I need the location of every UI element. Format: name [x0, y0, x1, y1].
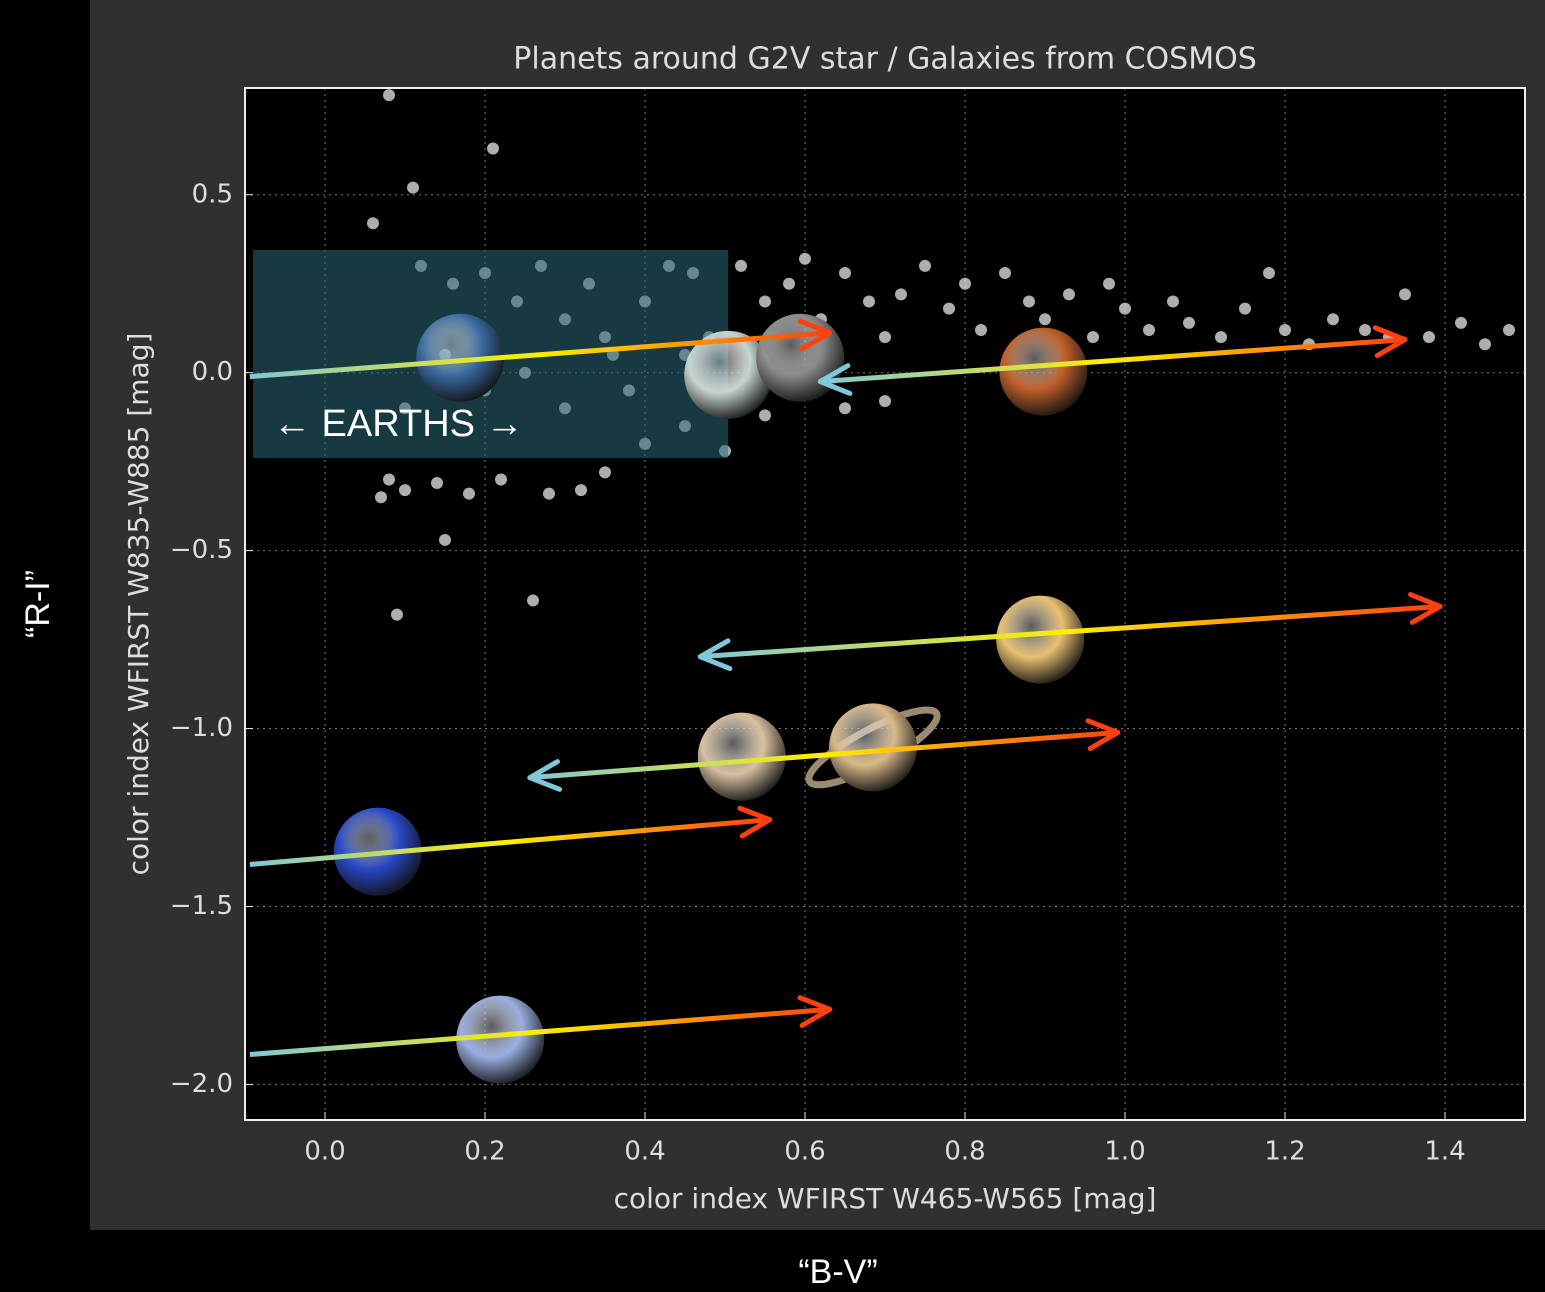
galaxy-point	[839, 402, 851, 414]
galaxy-point	[391, 609, 403, 621]
y-tick-label: 0.5	[192, 179, 233, 209]
galaxy-point	[375, 491, 387, 503]
galaxy-point	[487, 142, 499, 154]
galaxy-point	[599, 466, 611, 478]
galaxy-point	[543, 488, 555, 500]
planet	[996, 596, 1084, 684]
galaxy-point	[1119, 303, 1131, 315]
x-axis-label: color index WFIRST W465-W565 [mag]	[614, 1182, 1157, 1215]
galaxy-point	[383, 473, 395, 485]
x-tick-label: 0.2	[464, 1137, 505, 1167]
galaxy-point	[495, 473, 507, 485]
chart: 0.0 0.2 0.4 0.6 0.8 1.0 1.2 1.4 −2.0 −1.5 −1.0 −0.5…	[0, 0, 1545, 1292]
galaxy-point	[1263, 267, 1275, 279]
galaxy-point	[759, 296, 771, 308]
page: {"chart_data":{"type":"scatter", "title"…	[0, 0, 1545, 1292]
galaxy-point	[439, 534, 451, 546]
outer-y-label: “R-I”	[19, 570, 57, 638]
galaxy-point	[1215, 331, 1227, 343]
y-tick-label: −2.0	[170, 1069, 233, 1099]
plot-area	[245, 88, 1525, 1120]
galaxy-point	[999, 267, 1011, 279]
galaxy-point	[1143, 324, 1155, 336]
x-tick-label: 0.0	[304, 1137, 345, 1167]
galaxy-point	[575, 484, 587, 496]
galaxy-point	[943, 303, 955, 315]
galaxy-point	[959, 278, 971, 290]
galaxy-point	[367, 217, 379, 229]
y-tick-label: −0.5	[170, 535, 233, 565]
x-tick-label: 1.0	[1104, 1137, 1145, 1167]
galaxy-point	[1503, 324, 1515, 336]
galaxy-point	[863, 296, 875, 308]
galaxy-point	[799, 253, 811, 265]
galaxy-point	[1103, 278, 1115, 290]
galaxy-point	[1087, 331, 1099, 343]
galaxy-point	[1327, 313, 1339, 325]
x-tick-label: 0.6	[784, 1137, 825, 1167]
galaxy-point	[783, 278, 795, 290]
chart-title: Planets around G2V star / Galaxies from …	[513, 42, 1256, 77]
x-tick-label: 0.4	[624, 1137, 665, 1167]
galaxy-point	[759, 409, 771, 421]
galaxy-point	[895, 288, 907, 300]
galaxy-point	[1039, 313, 1051, 325]
galaxy-point	[975, 324, 987, 336]
galaxy-point	[399, 484, 411, 496]
galaxy-point	[527, 594, 539, 606]
y-tick-label: −1.5	[170, 891, 233, 921]
x-tick-label: 1.2	[1264, 1137, 1305, 1167]
galaxy-point	[1423, 331, 1435, 343]
galaxy-point	[1239, 303, 1251, 315]
galaxy-point	[879, 331, 891, 343]
y-axis-label: color index WFIRST W835-W885 [mag]	[122, 333, 155, 876]
galaxy-point	[1479, 338, 1491, 350]
x-tick-label: 1.4	[1424, 1137, 1465, 1167]
galaxy-point	[383, 89, 395, 101]
outer-x-label: “B-V”	[798, 1253, 877, 1291]
galaxy-point	[431, 477, 443, 489]
y-tick-label: 0.0	[192, 357, 233, 387]
galaxy-point	[919, 260, 931, 272]
galaxy-point	[1063, 288, 1075, 300]
galaxy-point	[1023, 296, 1035, 308]
galaxy-point	[463, 488, 475, 500]
x-tick-label: 0.8	[944, 1137, 985, 1167]
galaxy-point	[735, 260, 747, 272]
planet	[999, 328, 1087, 416]
galaxy-point	[1455, 317, 1467, 329]
galaxy-point	[879, 395, 891, 407]
annotation: ← EARTHS →	[273, 403, 524, 445]
galaxy-point	[1279, 324, 1291, 336]
galaxy-point	[407, 182, 419, 194]
galaxy-point	[1359, 324, 1371, 336]
galaxy-point	[1167, 296, 1179, 308]
galaxy-point	[839, 267, 851, 279]
galaxy-point	[1183, 317, 1195, 329]
galaxy-point	[1399, 288, 1411, 300]
y-tick-label: −1.0	[170, 713, 233, 743]
